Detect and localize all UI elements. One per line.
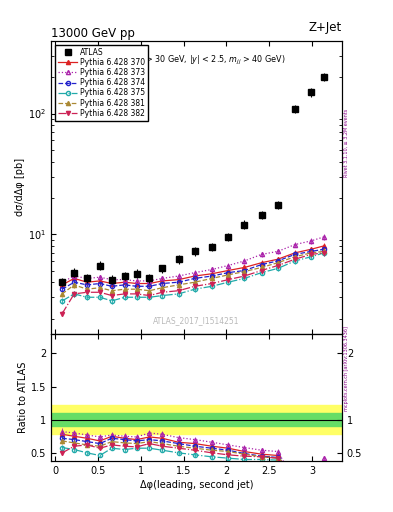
X-axis label: Δφ(leading, second jet): Δφ(leading, second jet) (140, 480, 253, 490)
Text: 13000 GeV pp: 13000 GeV pp (51, 27, 135, 40)
Text: $\Delta\phi$(jj) ($p_\mathrm{T}$ > 30 GeV, $|y|$ < 2.5, $m_{jj}$ > 40 GeV): $\Delta\phi$(jj) ($p_\mathrm{T}$ > 30 Ge… (107, 54, 286, 67)
Text: Z+Jet: Z+Jet (309, 20, 342, 34)
Y-axis label: Ratio to ATLAS: Ratio to ATLAS (18, 361, 28, 433)
Text: ATLAS_2017_I1514251: ATLAS_2017_I1514251 (153, 316, 240, 325)
Text: Rivet 3.1.10, ≥ 3.2M events: Rivet 3.1.10, ≥ 3.2M events (344, 109, 349, 178)
Y-axis label: dσ/dΔφ [pb]: dσ/dΔφ [pb] (15, 158, 25, 217)
Bar (51, 405, 342, 434)
Legend: ATLAS, Pythia 6.428 370, Pythia 6.428 373, Pythia 6.428 374, Pythia 6.428 375, P: ATLAS, Pythia 6.428 370, Pythia 6.428 37… (55, 45, 148, 121)
Text: mcplots.cern.ch [arXiv:1306.3436]: mcplots.cern.ch [arXiv:1306.3436] (344, 326, 349, 411)
Bar (51, 413, 342, 426)
